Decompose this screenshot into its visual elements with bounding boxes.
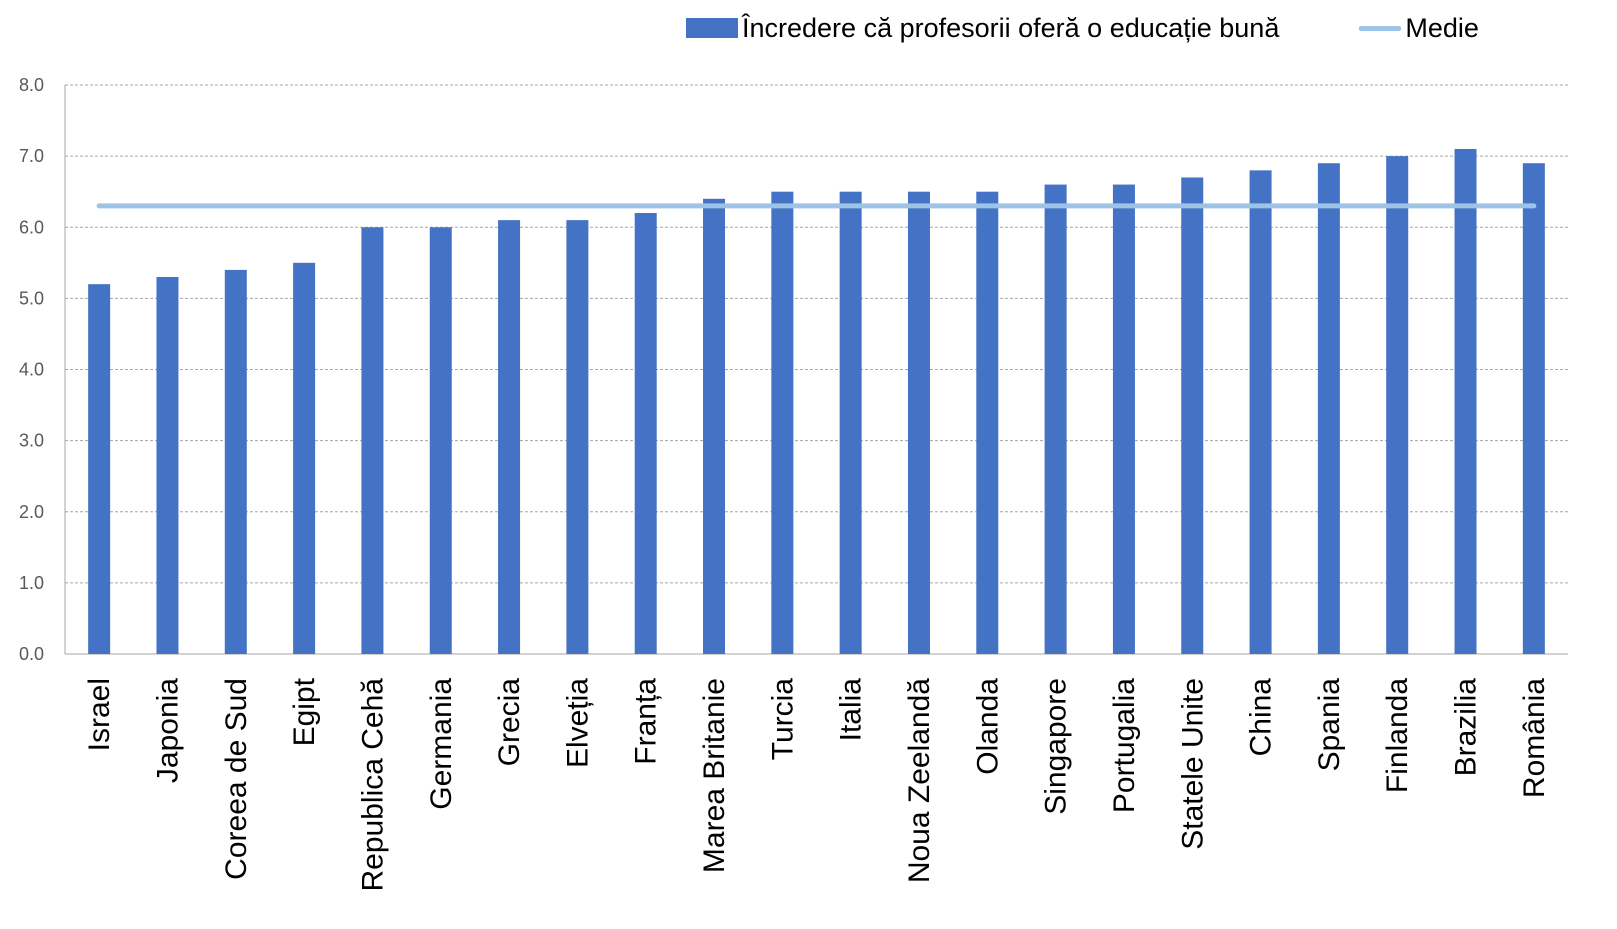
y-tick-label: 6.0 (19, 217, 44, 237)
bar (498, 220, 521, 654)
x-tick-label: Elveția (561, 678, 594, 768)
y-tick-label: 3.0 (19, 431, 44, 451)
x-tick-label: Noua Zeelandă (903, 678, 936, 883)
y-tick-label: 7.0 (19, 146, 44, 166)
bar (1044, 184, 1067, 654)
x-tick-label: România (1518, 678, 1551, 798)
bar (1454, 149, 1477, 654)
y-tick-label: 0.0 (19, 644, 44, 664)
bar (293, 262, 316, 654)
axes (64, 85, 1568, 655)
x-tick-label: Portugalia (1108, 678, 1141, 813)
bar (1317, 163, 1340, 655)
y-tick-label: 4.0 (19, 360, 44, 380)
bar (429, 227, 452, 654)
x-tick-label: Germania (425, 678, 458, 810)
axis-labels: 0.0 1.0 2.0 3.0 4.0 5.0 6.0 7.0 8.0 Israel Japonia… (19, 75, 1551, 891)
x-tick-label: Japonia (151, 678, 184, 783)
x-tick-label: Coreea de Sud (220, 678, 253, 880)
y-tick-label: 1.0 (19, 573, 44, 593)
bar (361, 227, 384, 654)
x-tick-label: Spania (1313, 678, 1346, 772)
legend-bar-swatch (686, 18, 738, 38)
x-tick-label: Brazilia (1450, 678, 1483, 777)
bar (771, 191, 794, 654)
y-tick-label: 2.0 (19, 502, 44, 522)
bar (839, 191, 862, 654)
bar (1386, 156, 1409, 654)
x-tick-label: Singapore (1040, 678, 1073, 815)
y-tick-label: 8.0 (19, 75, 44, 95)
bar (1181, 177, 1204, 654)
bar (88, 284, 111, 654)
x-tick-label: Marea Britanie (698, 678, 731, 873)
bar (1522, 163, 1545, 655)
x-tick-label: China (1245, 678, 1278, 757)
legend-line-label: Medie (1405, 12, 1479, 43)
x-tick-label: Egipt (288, 677, 321, 746)
bar (156, 277, 179, 654)
bar-series (88, 149, 1545, 655)
x-tick-label: Turcia (766, 678, 799, 761)
x-tick-label: Grecia (493, 678, 526, 767)
bar (1112, 184, 1135, 654)
bar (976, 191, 999, 654)
bar (1249, 170, 1272, 654)
bar (907, 191, 930, 654)
x-tick-label: Republica Cehă (356, 678, 389, 892)
y-tick-label: 5.0 (19, 288, 44, 308)
bar (566, 220, 589, 654)
x-tick-label: Italia (835, 678, 868, 742)
x-tick-label: Olanda (971, 678, 1004, 775)
bar (634, 213, 657, 654)
legend: Încredere că profesorii oferă o educație… (686, 8, 1479, 48)
legend-line-swatch (1359, 25, 1402, 31)
x-tick-label: Finlanda (1381, 678, 1414, 793)
bar (224, 269, 247, 654)
x-tick-label: Franța (630, 678, 663, 765)
x-tick-label: Israel (83, 678, 116, 751)
legend-bar-label: Încredere că profesorii oferă o educație… (742, 12, 1280, 43)
grid-lines (65, 84, 1568, 584)
bar (703, 198, 726, 655)
x-tick-label: Statele Unite (1176, 678, 1209, 850)
